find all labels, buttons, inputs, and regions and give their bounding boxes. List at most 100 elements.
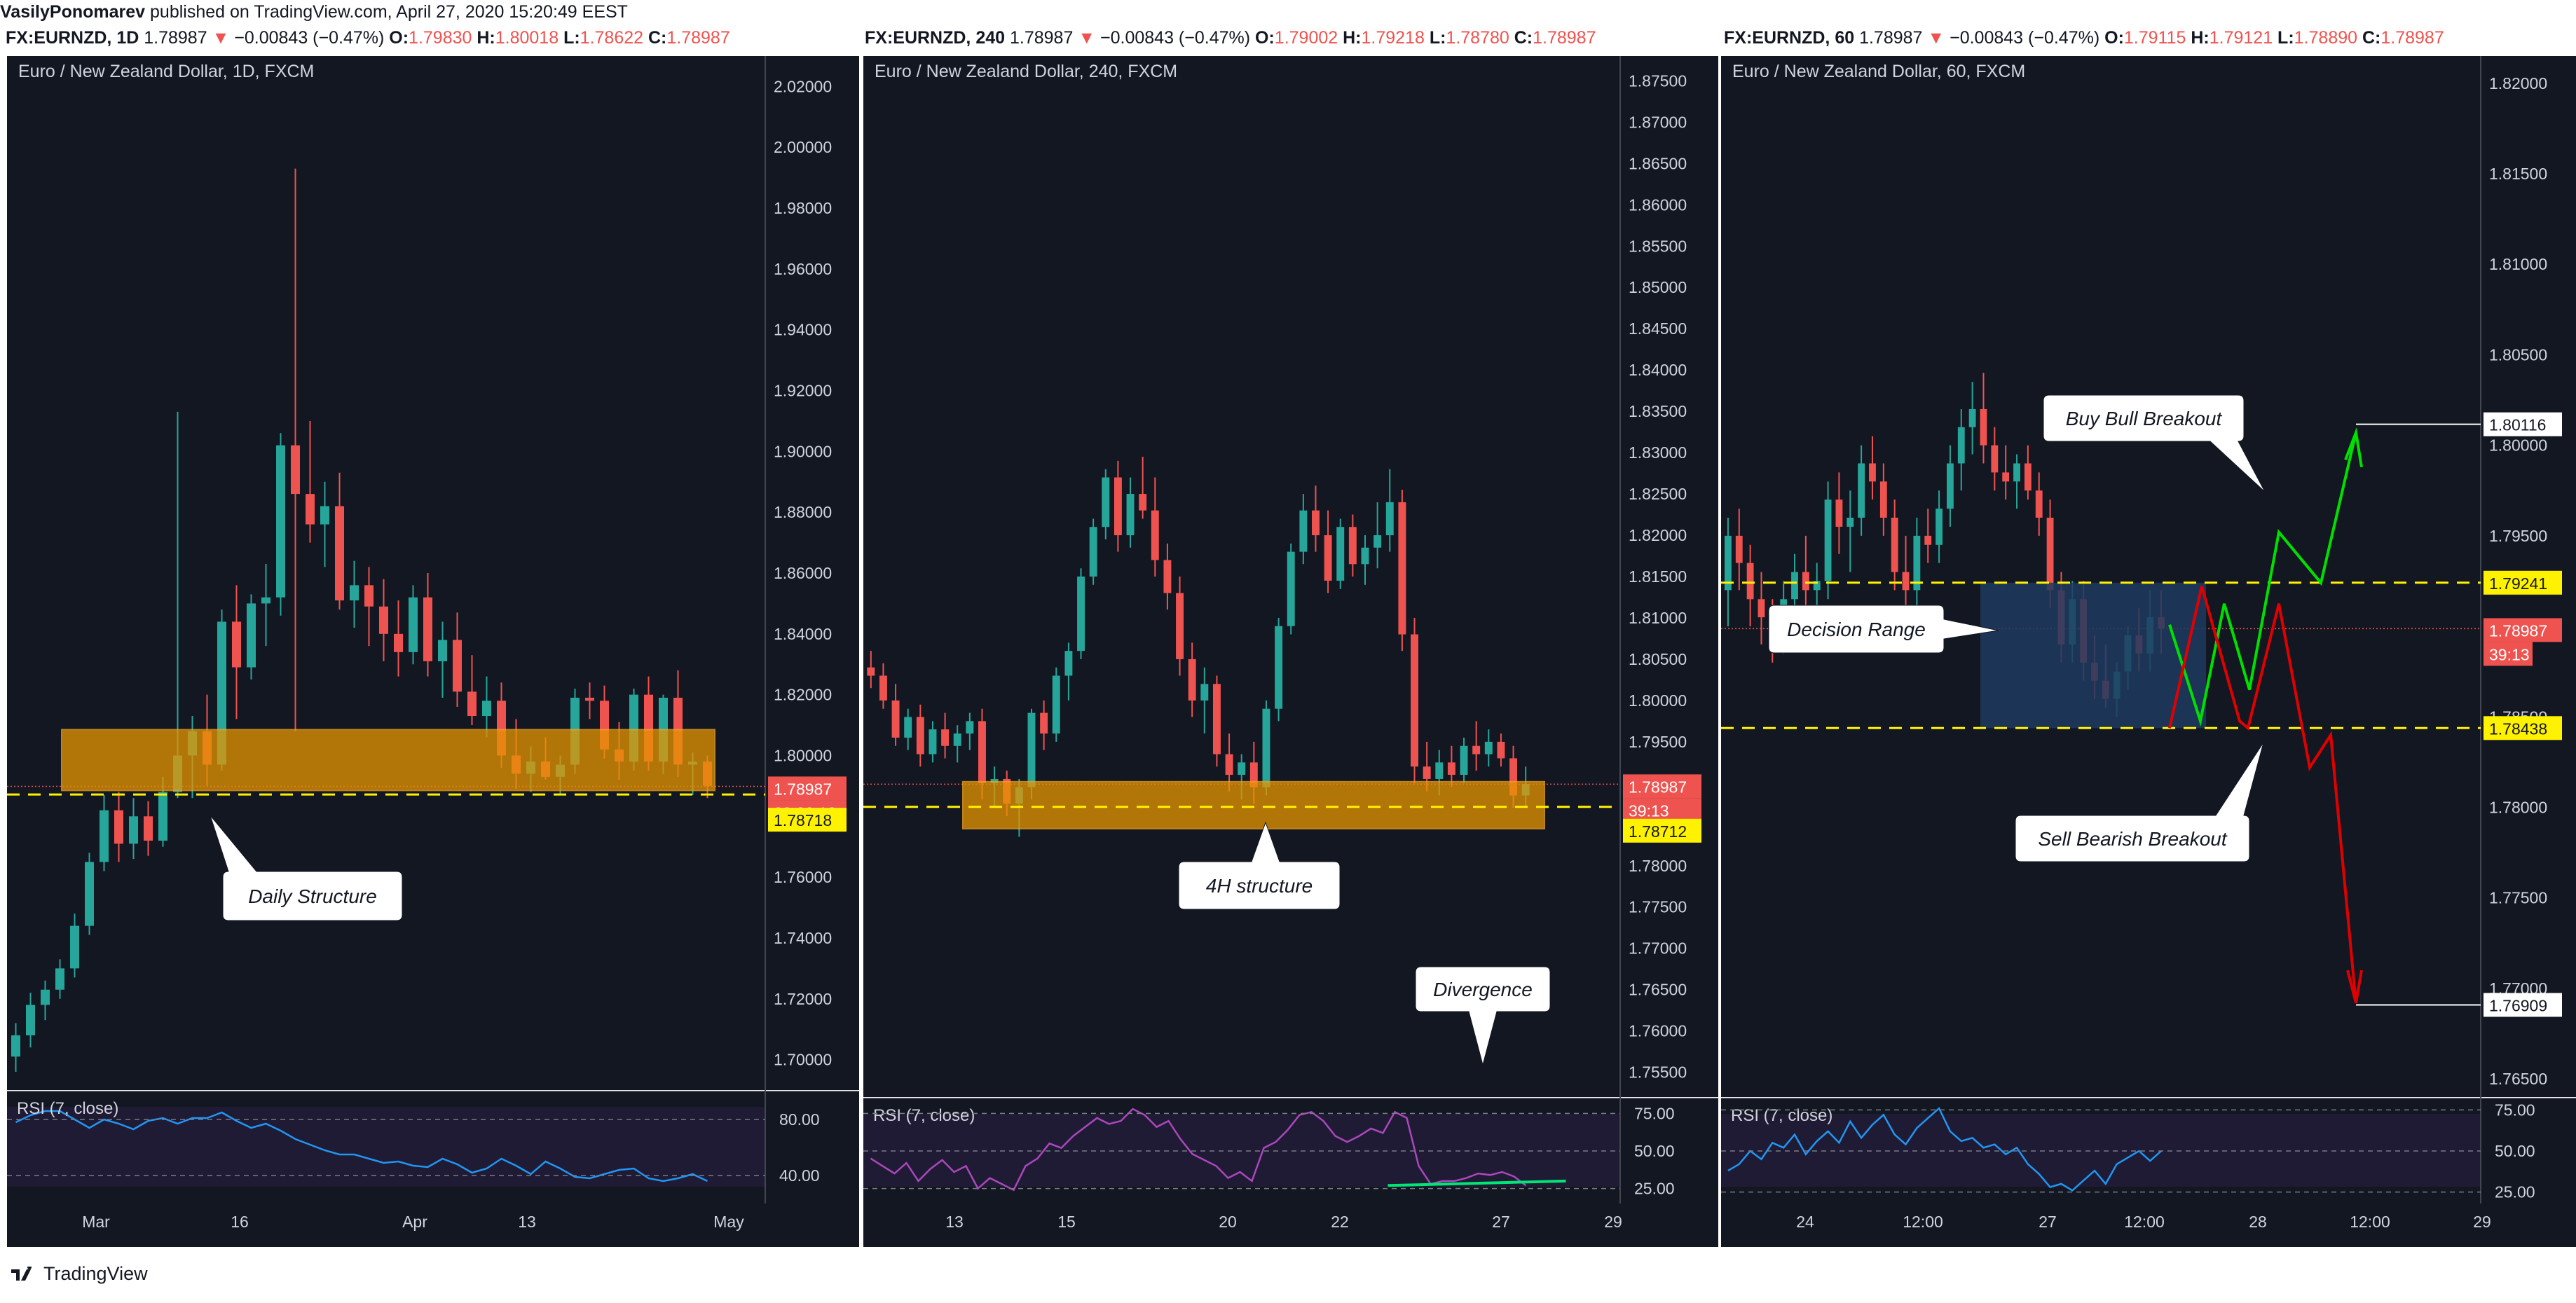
candle[interactable]	[1238, 762, 1246, 775]
candle[interactable]	[1484, 741, 1493, 754]
candle[interactable]	[452, 640, 463, 692]
candle[interactable]	[437, 640, 448, 661]
candle[interactable]	[1758, 599, 1765, 618]
author-name[interactable]: VasilyPonomarev	[0, 2, 146, 22]
candle[interactable]	[1869, 463, 1876, 482]
candle[interactable]	[1163, 560, 1172, 593]
candle[interactable]	[1249, 762, 1258, 787]
candle[interactable]	[275, 445, 286, 598]
candle[interactable]	[1385, 502, 1394, 536]
candle[interactable]	[1287, 551, 1295, 626]
chart-panel-60[interactable]: 1.82000 1.81500 1.81000 1.80500 1.80000 1.795…	[1718, 24, 2576, 1285]
candle[interactable]	[1947, 463, 1954, 509]
candle[interactable]	[1027, 712, 1036, 787]
candle[interactable]	[84, 862, 95, 926]
candle[interactable]	[423, 597, 433, 661]
candle[interactable]	[1398, 502, 1406, 635]
candle[interactable]	[55, 968, 65, 990]
chart-panel-1d[interactable]: 2.02000 2.00000 1.98000 1.96000 1.94000 1.920…	[0, 24, 859, 1285]
candle[interactable]	[408, 597, 418, 652]
candle[interactable]	[1064, 651, 1073, 676]
chart-1d[interactable]: 2.02000 2.00000 1.98000 1.96000 1.94000 1.920…	[0, 24, 859, 1247]
candle[interactable]	[978, 721, 986, 783]
candle[interactable]	[99, 810, 109, 862]
candle[interactable]	[1497, 741, 1505, 759]
candle[interactable]	[1460, 745, 1468, 775]
candle[interactable]	[1151, 510, 1159, 560]
candle[interactable]	[364, 585, 374, 607]
candle[interactable]	[929, 729, 937, 754]
candle[interactable]	[1299, 510, 1308, 552]
candle[interactable]	[916, 717, 924, 754]
candle[interactable]	[904, 717, 912, 738]
candle[interactable]	[1824, 499, 1832, 581]
candle[interactable]	[334, 506, 345, 601]
candle[interactable]	[1077, 577, 1085, 652]
candle[interactable]	[231, 621, 242, 668]
candle[interactable]	[1936, 509, 1943, 545]
candle[interactable]	[1348, 527, 1357, 565]
candle[interactable]	[1262, 708, 1270, 787]
candle[interactable]	[2002, 472, 2010, 482]
candle[interactable]	[2035, 490, 2043, 518]
candle[interactable]	[143, 816, 153, 841]
candle[interactable]	[1472, 745, 1481, 754]
price-axis[interactable]	[765, 56, 859, 1090]
candle[interactable]	[393, 633, 404, 652]
candle[interactable]	[1924, 535, 1932, 545]
candle[interactable]	[1802, 572, 1809, 591]
candle[interactable]	[941, 729, 950, 746]
candle[interactable]	[1902, 572, 1910, 591]
chart-240[interactable]: 1.87500 1.87000 1.86500 1.86000 1.85500 1.850…	[859, 24, 1718, 1247]
candle[interactable]	[1040, 712, 1048, 734]
candle[interactable]	[1102, 477, 1110, 528]
plot-area[interactable]	[7, 56, 765, 1090]
candle[interactable]	[1114, 477, 1122, 536]
candle[interactable]	[1980, 408, 1987, 446]
candle[interactable]	[1324, 535, 1332, 581]
price-axis[interactable]	[1620, 56, 1718, 1097]
candle[interactable]	[1212, 684, 1221, 754]
candle[interactable]	[378, 606, 389, 634]
candle[interactable]	[69, 925, 80, 969]
candle[interactable]	[2024, 463, 2032, 491]
four-hour-structure-zone[interactable]	[962, 780, 1545, 829]
candle[interactable]	[1336, 527, 1345, 581]
candle[interactable]	[1411, 634, 1418, 767]
candle[interactable]	[1447, 762, 1455, 775]
candle[interactable]	[1275, 626, 1283, 709]
candle[interactable]	[467, 691, 477, 717]
brand-name[interactable]: TradingView	[43, 1263, 148, 1284]
candle[interactable]	[1089, 527, 1097, 577]
time-axis[interactable]	[1721, 1204, 2576, 1247]
plot-area[interactable]	[863, 56, 1620, 1097]
candle[interactable]	[158, 792, 168, 841]
candle[interactable]	[1835, 499, 1843, 527]
candle[interactable]	[1126, 494, 1135, 536]
chart-panel-240[interactable]: 1.87500 1.87000 1.86500 1.86000 1.85500 1.850…	[859, 24, 1718, 1285]
time-axis[interactable]	[863, 1204, 1718, 1247]
candle[interactable]	[2013, 463, 2020, 482]
candle[interactable]	[246, 603, 256, 668]
candle[interactable]	[584, 697, 595, 701]
candle[interactable]	[1991, 445, 1999, 473]
candle[interactable]	[290, 445, 301, 495]
candle[interactable]	[349, 585, 359, 601]
candle[interactable]	[1052, 675, 1060, 734]
time-axis[interactable]	[7, 1204, 859, 1247]
candle[interactable]	[1858, 463, 1865, 518]
candle[interactable]	[1813, 581, 1821, 591]
candle[interactable]	[1200, 684, 1209, 701]
candle[interactable]	[1725, 535, 1732, 591]
candle[interactable]	[1188, 659, 1196, 701]
candle[interactable]	[1891, 518, 1898, 572]
candle[interactable]	[25, 1005, 36, 1035]
candle[interactable]	[1361, 547, 1369, 565]
candle[interactable]	[128, 816, 139, 844]
candle[interactable]	[261, 597, 271, 604]
daily-structure-zone[interactable]	[61, 729, 715, 792]
candle[interactable]	[1435, 762, 1444, 779]
candle[interactable]	[1139, 494, 1147, 511]
candle[interactable]	[2046, 518, 2054, 591]
candle[interactable]	[1312, 510, 1320, 536]
